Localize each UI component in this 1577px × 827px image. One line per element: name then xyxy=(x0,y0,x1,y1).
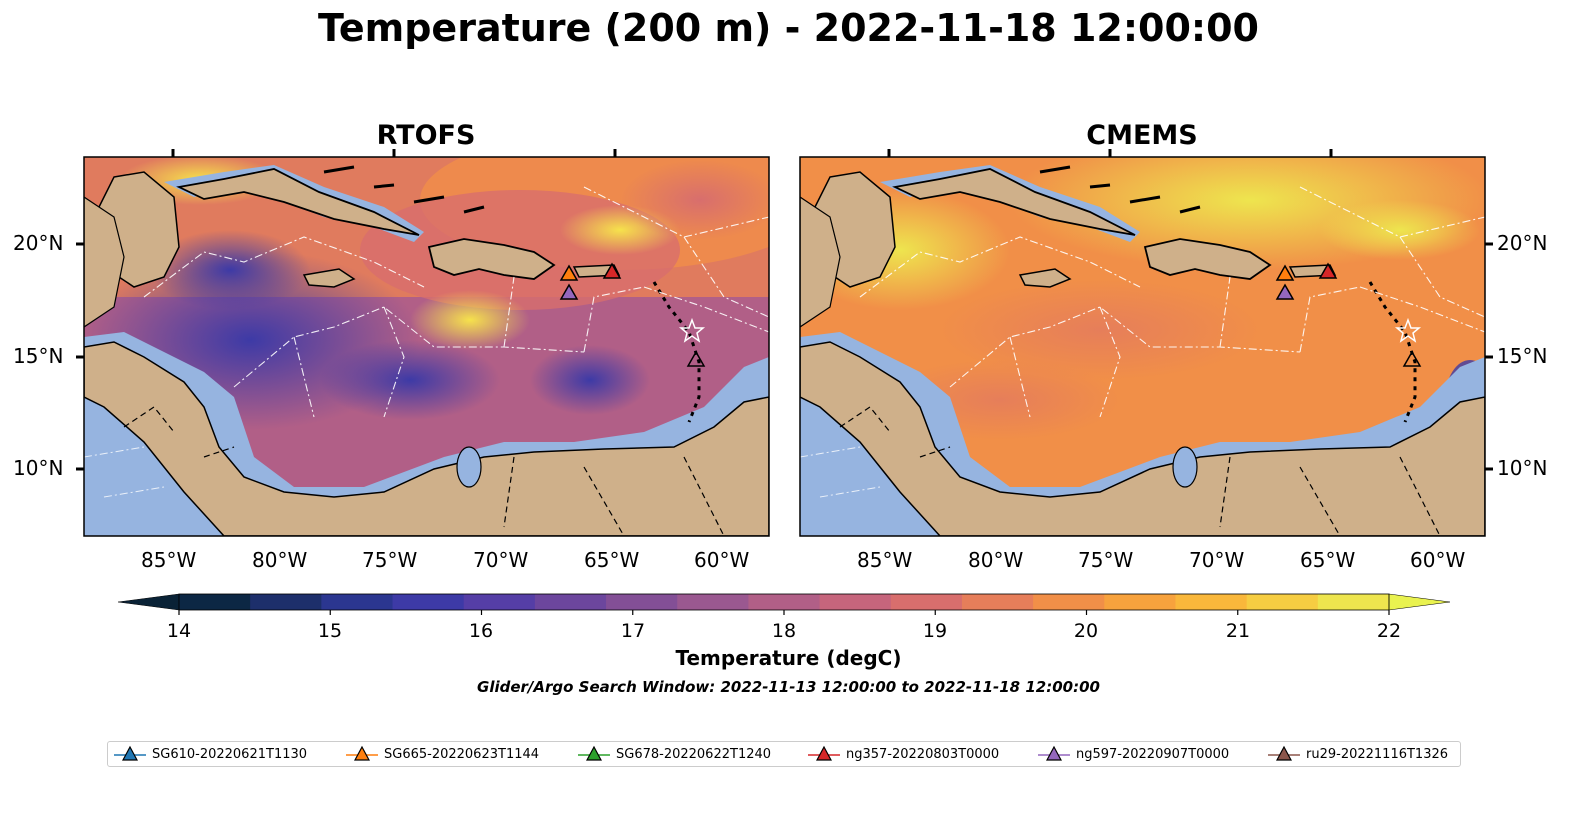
colorbar-cell xyxy=(179,594,251,610)
legend-marker-icon xyxy=(114,745,146,761)
colorbar-cell xyxy=(1104,594,1177,610)
colorbar-cell xyxy=(677,594,750,610)
lon-label-85w-right: 85°W xyxy=(857,548,913,572)
colorbar-cell xyxy=(961,594,1034,610)
legend-label: SG665-20220623T1144 xyxy=(384,746,540,762)
colorbar xyxy=(117,593,1451,615)
colorbar-cell xyxy=(534,594,607,610)
legend-label: ng357-20220803T0000 xyxy=(846,746,1000,762)
search-window-text: Glider/Argo Search Window: 2022-11-13 12… xyxy=(477,678,1100,696)
colorbar-label: Temperature (degC) xyxy=(675,646,902,670)
legend-marker-icon xyxy=(1038,745,1070,761)
lon-label-85w-left: 85°W xyxy=(141,548,197,572)
cmems-glider-markers[interactable] xyxy=(1275,262,1422,367)
lon-label-70w-right: 70°W xyxy=(1189,548,1245,572)
axis-ticks xyxy=(76,149,1493,471)
lon-label-60w-left: 60°W xyxy=(694,548,750,572)
legend-marker-icon xyxy=(578,745,610,761)
lat-label-10n-left: 10°N xyxy=(13,456,64,480)
lon-label-70w-left: 70°W xyxy=(473,548,529,572)
legend-item-sg678[interactable]: SG678-20220622T1240 xyxy=(578,742,771,766)
lon-label-80w-right: 80°W xyxy=(968,548,1024,572)
colorbar-tick-15: 15 xyxy=(317,620,343,642)
panel-title-rtofs: RTOFS xyxy=(376,120,476,151)
lat-label-20n-right: 20°N xyxy=(1497,231,1548,255)
legend-marker-icon xyxy=(346,745,378,761)
colorbar-cell xyxy=(1033,594,1105,610)
colorbar-cell xyxy=(463,594,536,610)
lon-label-80w-left: 80°W xyxy=(252,548,308,572)
colorbar-cell xyxy=(1246,594,1319,610)
rtofs-glider-markers[interactable] xyxy=(559,262,706,367)
figure-title: Temperature (200 m) - 2022-11-18 12:00:0… xyxy=(317,6,1259,50)
colorbar-cell xyxy=(1175,594,1248,610)
colorbar-tick-18: 18 xyxy=(771,620,797,642)
lon-label-65w-left: 65°W xyxy=(584,548,640,572)
colorbar-cell xyxy=(250,594,322,610)
legend-label: SG678-20220622T1240 xyxy=(616,746,772,762)
colorbar-tick-16: 16 xyxy=(468,620,494,642)
colorbar-cell xyxy=(392,594,465,610)
lon-label-65w-right: 65°W xyxy=(1300,548,1356,572)
lon-label-75w-right: 75°W xyxy=(1078,548,1134,572)
colorbar-tick-14: 14 xyxy=(166,620,192,642)
legend-item-ng597[interactable]: ng597-20220907T0000 xyxy=(1038,742,1229,766)
lon-label-60w-right: 60°W xyxy=(1410,548,1466,572)
colorbar-tick-22: 22 xyxy=(1376,620,1402,642)
cmems-map xyxy=(800,157,1485,536)
lat-label-15n-right: 15°N xyxy=(1497,344,1548,368)
lat-label-10n-right: 10°N xyxy=(1497,456,1548,480)
legend: SG610-20220621T1130 SG665-20220623T1144 … xyxy=(107,741,1461,767)
colorbar-tick-19: 19 xyxy=(922,620,948,642)
legend-item-ru29[interactable]: ru29-20221116T1326 xyxy=(1268,742,1448,766)
legend-marker-icon xyxy=(808,745,840,761)
colorbar-cell xyxy=(606,594,678,610)
legend-marker-icon xyxy=(1268,745,1300,761)
colorbar-cell xyxy=(1317,594,1390,610)
panel-title-cmems: CMEMS xyxy=(1086,120,1198,151)
lat-label-20n-left: 20°N xyxy=(13,231,64,255)
colorbar-cell xyxy=(748,594,821,610)
colorbar-tick-17: 17 xyxy=(620,620,646,642)
legend-item-sg610[interactable]: SG610-20220621T1130 xyxy=(114,742,307,766)
colorbar-cell xyxy=(321,594,394,610)
colorbar-cell xyxy=(819,594,892,610)
legend-item-ng357[interactable]: ng357-20220803T0000 xyxy=(808,742,999,766)
colorbar-tick-20: 20 xyxy=(1073,620,1099,642)
rtofs-map xyxy=(84,157,769,536)
colorbar-cell xyxy=(890,594,963,610)
legend-label: ru29-20221116T1326 xyxy=(1306,746,1449,762)
lat-label-15n-left: 15°N xyxy=(13,344,64,368)
colorbar-tick-21: 21 xyxy=(1225,620,1251,642)
legend-item-sg665[interactable]: SG665-20220623T1144 xyxy=(346,742,539,766)
lon-label-75w-left: 75°W xyxy=(362,548,418,572)
legend-label: SG610-20220621T1130 xyxy=(152,746,308,762)
legend-label: ng597-20220907T0000 xyxy=(1076,746,1230,762)
